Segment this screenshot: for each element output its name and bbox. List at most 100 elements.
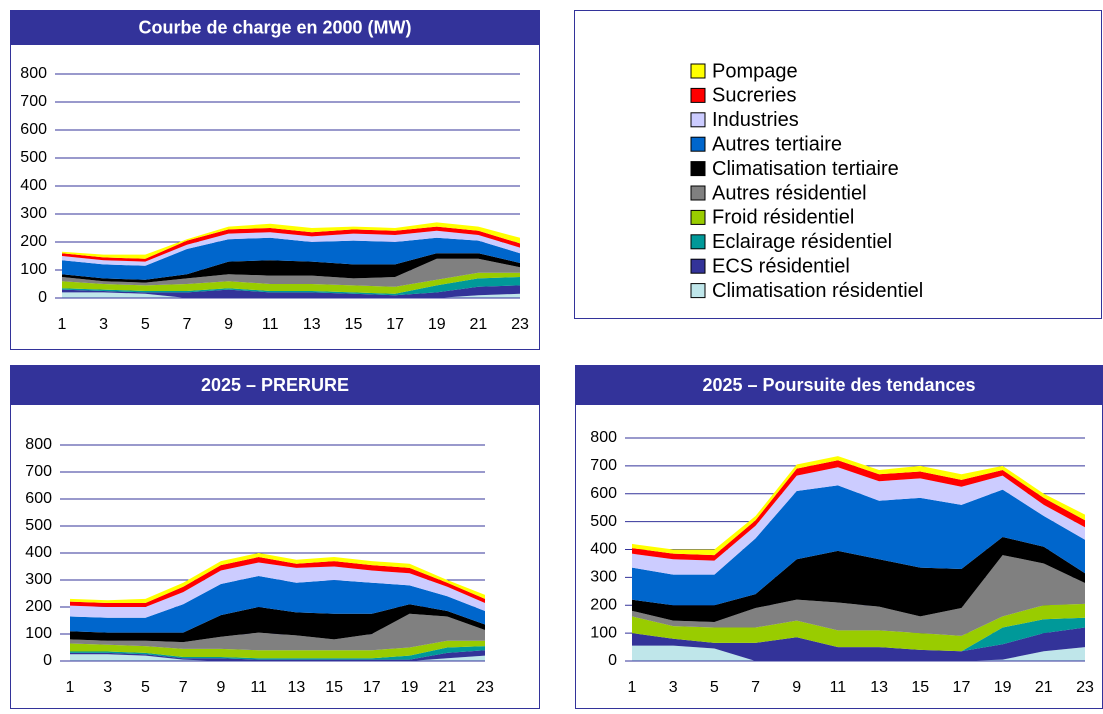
area bbox=[70, 640, 485, 659]
x-tick-label: 7 bbox=[182, 316, 191, 333]
x-tick-label: 1 bbox=[628, 679, 637, 696]
area bbox=[70, 654, 485, 661]
x-tick-label: 7 bbox=[751, 679, 760, 696]
chart-title: Courbe de charge en 2000 (MW) bbox=[138, 17, 411, 37]
x-tick-label: 1 bbox=[58, 316, 67, 333]
x-tick-label: 17 bbox=[363, 679, 381, 696]
y-tick-label: 600 bbox=[20, 121, 47, 138]
y-tick-label: 400 bbox=[25, 544, 52, 561]
x-tick-label: 3 bbox=[99, 316, 108, 333]
x-tick-label: 23 bbox=[1076, 679, 1094, 696]
area bbox=[62, 277, 520, 296]
area bbox=[62, 226, 520, 262]
x-tick-label: 5 bbox=[141, 316, 150, 333]
y-tick-label: 400 bbox=[590, 541, 617, 558]
y-tick-label: 0 bbox=[38, 289, 47, 306]
y-tick-label: 0 bbox=[608, 652, 617, 669]
y-tick-label: 700 bbox=[20, 93, 47, 110]
area bbox=[70, 604, 485, 643]
legend-swatch bbox=[690, 161, 706, 177]
legend-swatch bbox=[690, 87, 706, 103]
y-tick-label: 300 bbox=[20, 205, 47, 222]
legend-label: Autres résidentiel bbox=[712, 182, 867, 204]
x-tick-label: 13 bbox=[870, 679, 888, 696]
legend-label: Climatisation tertiaire bbox=[712, 158, 899, 180]
y-tick-label: 500 bbox=[25, 517, 52, 534]
area bbox=[70, 575, 485, 633]
x-tick-label: 3 bbox=[669, 679, 678, 696]
legend-label: Eclairage résidentiel bbox=[712, 231, 892, 253]
area bbox=[70, 562, 485, 618]
legend-label: Autres tertiaire bbox=[712, 133, 842, 155]
area bbox=[70, 613, 485, 651]
x-tick-label: 21 bbox=[1035, 679, 1053, 696]
x-tick-label: 7 bbox=[179, 679, 188, 696]
x-tick-label: 19 bbox=[994, 679, 1012, 696]
x-tick-label: 13 bbox=[287, 679, 305, 696]
area bbox=[62, 237, 520, 280]
x-tick-label: 15 bbox=[325, 679, 343, 696]
area bbox=[632, 536, 1085, 622]
x-tick-label: 9 bbox=[216, 679, 225, 696]
x-tick-label: 5 bbox=[141, 679, 150, 696]
y-tick-label: 100 bbox=[25, 625, 52, 642]
x-tick-label: 3 bbox=[103, 679, 112, 696]
x-tick-label: 19 bbox=[401, 679, 419, 696]
x-tick-label: 21 bbox=[438, 679, 456, 696]
area bbox=[632, 645, 1085, 661]
legend-swatch bbox=[690, 112, 706, 128]
area bbox=[62, 230, 520, 266]
x-tick-label: 15 bbox=[345, 316, 363, 333]
y-tick-label: 100 bbox=[20, 261, 47, 278]
y-tick-label: 300 bbox=[25, 571, 52, 588]
legend-swatch bbox=[690, 283, 706, 299]
x-tick-label: 17 bbox=[386, 316, 404, 333]
area bbox=[70, 650, 485, 661]
x-tick-label: 23 bbox=[511, 316, 529, 333]
legend-label: Industries bbox=[712, 109, 799, 131]
area bbox=[70, 557, 485, 607]
y-tick-label: 600 bbox=[590, 485, 617, 502]
y-tick-label: 100 bbox=[590, 624, 617, 641]
legend-label: Sucreries bbox=[712, 85, 796, 107]
legend-swatch bbox=[690, 209, 706, 225]
x-tick-label: 11 bbox=[250, 679, 267, 696]
title-bar bbox=[10, 10, 540, 45]
y-tick-label: 600 bbox=[25, 490, 52, 507]
area bbox=[632, 467, 1085, 575]
chart-title: 2025 – Poursuite des tendances bbox=[702, 375, 975, 395]
legend-box bbox=[574, 10, 1102, 319]
y-tick-label: 700 bbox=[25, 463, 52, 480]
area bbox=[632, 627, 1085, 661]
x-tick-label: 11 bbox=[262, 316, 279, 333]
area bbox=[62, 222, 520, 259]
legend-label: Froid résidentiel bbox=[712, 207, 854, 229]
legend-swatch bbox=[690, 136, 706, 152]
area bbox=[62, 292, 520, 298]
legend-swatch bbox=[690, 185, 706, 201]
x-tick-label: 21 bbox=[469, 316, 487, 333]
x-tick-label: 17 bbox=[953, 679, 971, 696]
y-tick-label: 200 bbox=[20, 233, 47, 250]
y-tick-label: 800 bbox=[590, 429, 617, 446]
title-bar bbox=[10, 365, 540, 405]
legend-label: Pompage bbox=[712, 60, 798, 82]
area bbox=[632, 617, 1085, 652]
y-tick-label: 200 bbox=[590, 596, 617, 613]
legend-label: ECS résidentiel bbox=[712, 255, 850, 277]
area bbox=[62, 253, 520, 283]
area bbox=[62, 285, 520, 298]
y-tick-label: 500 bbox=[590, 513, 617, 530]
area bbox=[70, 646, 485, 660]
x-tick-label: 15 bbox=[911, 679, 929, 696]
area bbox=[62, 272, 520, 294]
legend-swatch bbox=[690, 63, 706, 79]
x-tick-label: 19 bbox=[428, 316, 446, 333]
x-tick-label: 5 bbox=[710, 679, 719, 696]
y-tick-label: 0 bbox=[43, 652, 52, 669]
y-tick-label: 700 bbox=[590, 457, 617, 474]
title-bar bbox=[575, 365, 1103, 405]
y-tick-label: 200 bbox=[25, 598, 52, 615]
y-tick-label: 500 bbox=[20, 149, 47, 166]
